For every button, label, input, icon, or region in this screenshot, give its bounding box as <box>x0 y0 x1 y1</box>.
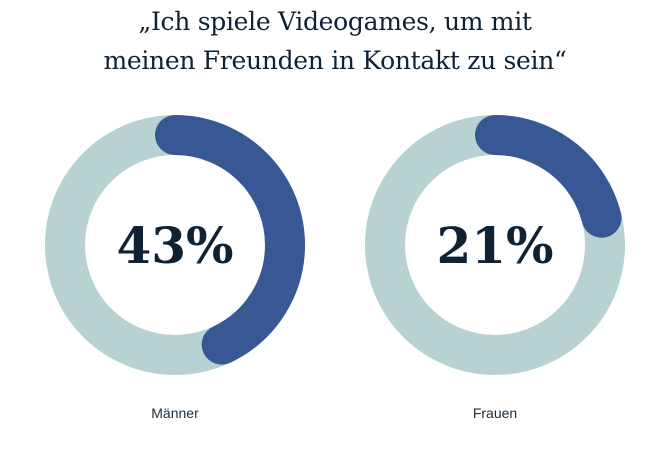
category-label-2: Frauen <box>473 405 517 421</box>
title-line-1: „Ich spiele Videogames, um mit <box>138 7 532 36</box>
title-line-2: meinen Freunden in Kontakt zu sein“ <box>103 46 567 75</box>
chart-title: „Ich spiele Videogames, um mit meinen Fr… <box>0 2 670 80</box>
value-label-2: 21% <box>436 216 553 275</box>
category-label-1: Männer <box>151 405 199 421</box>
donut-arc-2 <box>365 115 625 375</box>
value-label-1: 43% <box>116 216 233 275</box>
donut-arc-1 <box>45 115 305 375</box>
